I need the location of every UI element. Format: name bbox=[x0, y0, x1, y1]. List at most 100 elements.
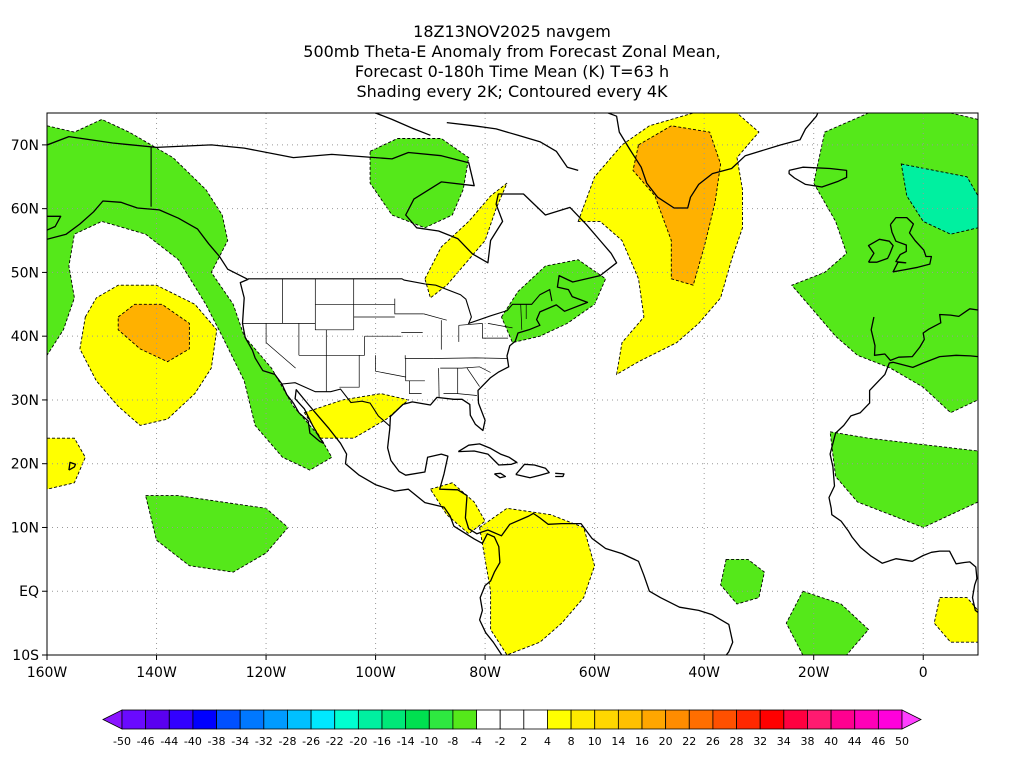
lon-tick-label: 40W bbox=[688, 665, 720, 681]
state-border bbox=[433, 357, 508, 359]
cbar-swatch bbox=[499, 709, 525, 730]
lat-tick-label: 40N bbox=[11, 329, 39, 345]
south-america-yellow bbox=[479, 507, 596, 655]
great-lakes-yellow-tongue bbox=[424, 182, 508, 299]
cbar-swatch bbox=[759, 709, 785, 730]
lon-tick-label: 0 bbox=[919, 665, 928, 681]
anomaly-shading bbox=[47, 113, 978, 655]
cbar-swatch bbox=[830, 709, 856, 730]
cbar-swatch bbox=[877, 709, 903, 730]
cbar-high-arrow bbox=[901, 709, 922, 730]
map-frame bbox=[46, 112, 979, 656]
cbar-label: -2 bbox=[495, 735, 506, 748]
lon-tick-label: 20W bbox=[798, 665, 830, 681]
cbar-swatch bbox=[428, 709, 454, 730]
cbar-swatch bbox=[736, 709, 761, 730]
west-pacific-green-band bbox=[47, 118, 333, 471]
cbar-swatch bbox=[145, 709, 170, 730]
state-border bbox=[440, 366, 491, 373]
gulf-of-guinea-yellow bbox=[933, 597, 978, 643]
coastline bbox=[828, 354, 978, 614]
cbar-label: -20 bbox=[349, 735, 367, 748]
cbar-label: -26 bbox=[302, 735, 320, 748]
state-border bbox=[487, 323, 513, 329]
cbar-swatch bbox=[357, 709, 383, 730]
cbar-label: 44 bbox=[848, 735, 862, 748]
coastline bbox=[372, 113, 431, 136]
coastline bbox=[457, 443, 518, 466]
state-border bbox=[265, 323, 296, 369]
europe-cyan-core bbox=[900, 163, 978, 235]
state-border bbox=[375, 355, 406, 378]
cbar-swatch bbox=[665, 709, 690, 730]
cbar-swatch bbox=[617, 709, 643, 730]
greenland-orange-core bbox=[632, 125, 722, 286]
cbar-label: 10 bbox=[588, 735, 602, 748]
coastline bbox=[867, 238, 894, 263]
cbar-label: -50 bbox=[113, 735, 131, 748]
cbar-low-arrow bbox=[102, 709, 123, 730]
coastline bbox=[494, 472, 507, 479]
state-border bbox=[458, 323, 483, 326]
cbar-swatch bbox=[310, 709, 336, 730]
coastlines bbox=[47, 113, 978, 655]
lat-tick-label: 10N bbox=[11, 520, 39, 536]
cbar-label: 16 bbox=[635, 735, 649, 748]
cbar-label: 50 bbox=[895, 735, 909, 748]
cbar-label: 46 bbox=[871, 735, 885, 748]
lat-tick-label: 20N bbox=[11, 457, 39, 473]
cbar-swatch bbox=[570, 709, 596, 730]
title-line-4: Shading every 2K; Contoured every 4K bbox=[356, 82, 668, 101]
cbar-swatch bbox=[192, 709, 217, 730]
title-line-2: 500mb Theta-E Anomaly from Forecast Zona… bbox=[303, 42, 721, 61]
cbar-label: 22 bbox=[682, 735, 696, 748]
europe-green bbox=[791, 113, 978, 414]
africa-green-coast bbox=[829, 431, 978, 528]
lat-tick-label: 50N bbox=[11, 265, 39, 281]
cbar-swatch bbox=[641, 709, 667, 730]
coastline bbox=[47, 135, 734, 655]
coastline bbox=[446, 121, 579, 172]
coastline bbox=[788, 166, 848, 188]
cbar-label: 4 bbox=[544, 735, 551, 748]
cbar-label: 26 bbox=[706, 735, 720, 748]
title-line-3: Forecast 0-180h Time Mean (K) T=63 h bbox=[354, 62, 670, 81]
cbar-label: -10 bbox=[420, 735, 438, 748]
cbar-swatch bbox=[854, 709, 879, 730]
state-border bbox=[394, 298, 424, 315]
cbar-label: 14 bbox=[611, 735, 625, 748]
cbar-label: -46 bbox=[137, 735, 155, 748]
cbar-label: -28 bbox=[279, 735, 297, 748]
lon-tick-label: 160W bbox=[27, 665, 68, 681]
coastline bbox=[68, 461, 77, 471]
cbar-label: 38 bbox=[801, 735, 815, 748]
central-america-yellow bbox=[429, 482, 486, 535]
lon-tick-label: 80W bbox=[469, 665, 501, 681]
cbar-swatch bbox=[807, 709, 832, 730]
cbar-label: -8 bbox=[447, 735, 458, 748]
lat-tick-label: 10S bbox=[12, 648, 39, 664]
cbar-swatch bbox=[287, 709, 312, 730]
cbar-label: -40 bbox=[184, 735, 202, 748]
state-border bbox=[339, 355, 360, 388]
state-border bbox=[409, 380, 422, 394]
south-atlantic-green bbox=[785, 590, 870, 655]
country-border bbox=[281, 382, 391, 427]
cbar-swatch bbox=[523, 709, 548, 730]
cbar-swatch bbox=[547, 709, 572, 730]
cbar-label: 20 bbox=[659, 735, 673, 748]
coastline bbox=[47, 200, 503, 655]
hawaii-yellow-patch bbox=[47, 437, 86, 490]
state-border bbox=[482, 323, 509, 339]
state-border bbox=[466, 367, 480, 387]
cbar-swatch bbox=[121, 709, 147, 730]
cbar-swatch bbox=[216, 709, 241, 730]
cbar-swatch bbox=[168, 709, 194, 730]
tropical-pacific-green bbox=[145, 495, 289, 573]
cbar-swatch bbox=[405, 709, 430, 730]
atlantic-green-patch bbox=[720, 558, 765, 605]
state-border bbox=[438, 368, 440, 399]
cbar-label: 32 bbox=[753, 735, 767, 748]
cbar-swatch bbox=[239, 709, 265, 730]
